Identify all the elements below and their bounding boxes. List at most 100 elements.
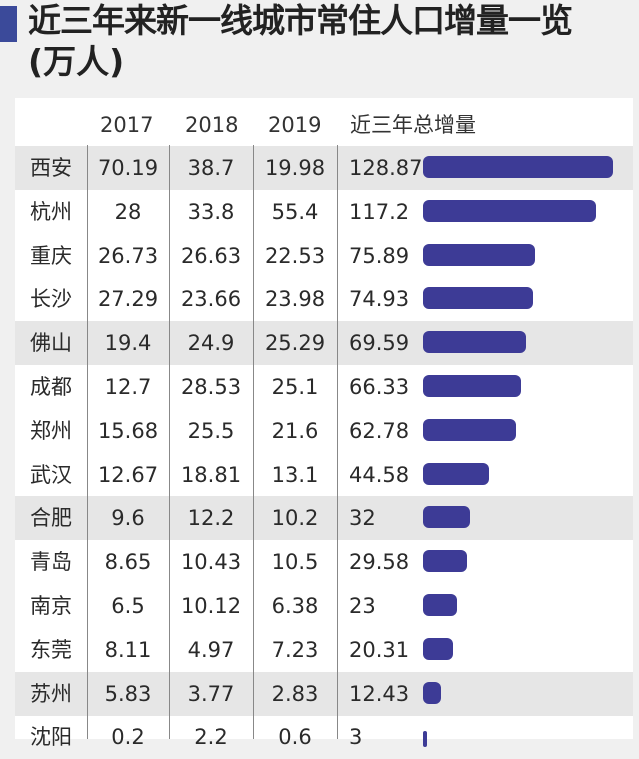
value-2019: 22.53: [264, 243, 326, 268]
table-row: 武汉 12.67 18.81 13.1 44.58: [15, 453, 633, 497]
value-total: 69.59: [349, 331, 410, 356]
value-2018: 12.2: [187, 506, 235, 531]
table-row: 重庆 26.73 26.63 22.53 75.89: [15, 234, 633, 278]
city-cell: 合肥: [30, 506, 72, 531]
total-bar: [423, 156, 613, 178]
total-bar: [423, 462, 489, 485]
table-row: 成都 12.7 28.53 25.1 66.33: [15, 365, 633, 409]
value-2018: 25.5: [187, 418, 235, 443]
value-2018: 28.53: [180, 375, 242, 399]
total-bar: [423, 375, 521, 397]
value-2019: 25.1: [271, 375, 319, 399]
value-2017: 5.83: [104, 681, 152, 706]
value-2019: 25.29: [264, 331, 326, 356]
table-row: 长沙 27.29 23.66 23.98 74.93: [15, 277, 633, 321]
value-total: 62.78: [349, 418, 410, 443]
total-bar: [423, 506, 471, 529]
city-cell: 重庆: [30, 243, 72, 268]
value-total: 29.58: [349, 550, 410, 575]
value-2017: 12.67: [97, 462, 159, 487]
value-2018: 3.77: [187, 681, 235, 706]
value-2019: 21.6: [271, 418, 319, 443]
title-mark: [0, 6, 17, 42]
value-2018: 4.97: [187, 637, 235, 662]
value-2017: 19.4: [104, 331, 152, 356]
total-bar: [423, 287, 534, 310]
value-2019: 10.2: [271, 506, 319, 531]
value-2018: 38.7: [187, 156, 235, 180]
value-2018: 18.81: [180, 462, 242, 487]
divider: [337, 145, 338, 739]
value-2019: 13.1: [271, 462, 319, 487]
value-total: 75.89: [349, 243, 410, 268]
table-row: 苏州 5.83 3.77 2.83 12.43: [15, 671, 633, 716]
value-total: 128.87: [349, 156, 423, 180]
value-2017: 70.19: [97, 156, 159, 180]
table-row: 佛山 19.4 24.9 25.29 69.59: [15, 321, 633, 366]
value-2019: 2.83: [271, 681, 319, 706]
header-total: 近三年总增量: [350, 113, 476, 137]
value-2018: 26.63: [180, 243, 242, 268]
value-2017: 0.2: [111, 725, 145, 750]
value-total: 23: [349, 594, 376, 618]
value-2018: 10.12: [180, 594, 242, 618]
value-2019: 19.98: [264, 156, 326, 180]
value-2018: 33.8: [187, 199, 235, 224]
value-total: 32: [349, 506, 376, 531]
value-2019: 0.6: [278, 725, 312, 750]
value-2017: 12.7: [104, 375, 152, 399]
value-2017: 28: [114, 199, 142, 224]
divider: [87, 145, 88, 739]
value-2018: 23.66: [180, 287, 242, 312]
value-2019: 7.23: [271, 637, 319, 662]
total-bar: [423, 418, 516, 441]
city-cell: 南京: [30, 594, 72, 618]
value-2017: 15.68: [97, 418, 159, 443]
value-2018: 10.43: [180, 550, 242, 575]
city-cell: 苏州: [30, 681, 72, 706]
total-bar: [423, 594, 457, 616]
value-2017: 26.73: [97, 243, 159, 268]
table-row: 杭州 28 33.8 55.4 117.2: [15, 190, 633, 234]
value-2017: 27.29: [97, 287, 159, 312]
value-2019: 55.4: [271, 199, 319, 224]
value-total: 44.58: [349, 462, 410, 487]
city-cell: 沈阳: [30, 725, 72, 750]
chart-title: 近三年来新一线城市常住人口增量一览: [28, 1, 573, 40]
total-bar: [423, 243, 535, 266]
value-total: 74.93: [349, 287, 410, 312]
value-total: 12.43: [349, 681, 410, 706]
table-row: 沈阳 0.2 2.2 0.6 3: [15, 715, 633, 759]
header-2019: 2019: [268, 113, 322, 137]
total-bar: [423, 550, 467, 573]
city-cell: 西安: [30, 156, 72, 180]
city-cell: 郑州: [30, 418, 72, 443]
total-bar: [423, 331, 526, 354]
value-2017: 9.6: [111, 506, 145, 531]
value-total: 117.2: [349, 199, 410, 224]
table-row: 东莞 8.11 4.97 7.23 20.31: [15, 628, 633, 672]
total-bar: [423, 637, 453, 660]
city-cell: 佛山: [30, 331, 72, 356]
table-row: 南京 6.5 10.12 6.38 23: [15, 584, 633, 628]
value-2017: 8.11: [104, 637, 152, 662]
city-cell: 青岛: [30, 550, 72, 575]
table-row: 合肥 9.6 12.2 10.2 32: [15, 496, 633, 541]
city-cell: 成都: [30, 375, 72, 399]
city-cell: 东莞: [30, 637, 72, 662]
value-2017: 8.65: [104, 550, 152, 575]
chart-title-unit: (万人): [28, 42, 125, 81]
value-total: 3: [349, 725, 363, 750]
value-total: 20.31: [349, 637, 410, 662]
value-2018: 24.9: [187, 331, 235, 356]
table-row: 郑州 15.68 25.5 21.6 62.78: [15, 409, 633, 453]
total-bar: [423, 731, 428, 748]
city-cell: 杭州: [30, 199, 72, 224]
value-total: 66.33: [349, 375, 410, 399]
table-row: 西安 70.19 38.7 19.98 128.87: [15, 146, 633, 190]
table-row: 青岛 8.65 10.43 10.5 29.58: [15, 540, 633, 584]
divider: [169, 145, 170, 739]
city-cell: 武汉: [30, 462, 72, 487]
total-bar: [423, 681, 442, 704]
value-2019: 23.98: [264, 287, 326, 312]
